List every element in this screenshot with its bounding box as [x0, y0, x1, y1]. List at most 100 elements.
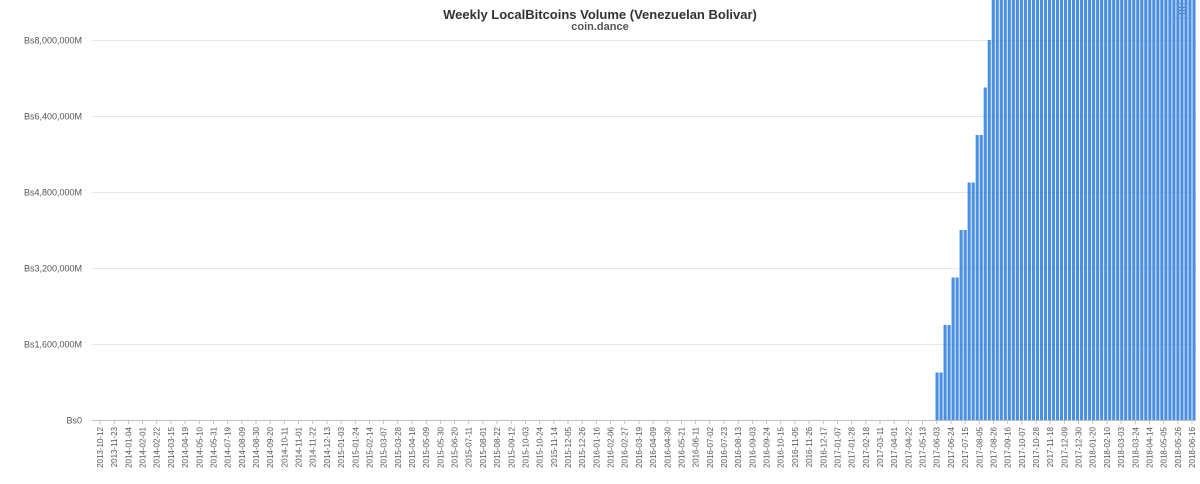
- x-tick-label: 2015-01-03: [337, 426, 346, 467]
- chart-bar[interactable]: [1188, 0, 1192, 420]
- chart-bar[interactable]: [1132, 0, 1136, 420]
- chart-bar[interactable]: [971, 182, 975, 421]
- chart-bar[interactable]: [1172, 0, 1176, 420]
- x-tick-label: 2014-09-20: [266, 426, 275, 467]
- x-tick-label: 2015-07-11: [465, 426, 474, 467]
- chart-bar[interactable]: [1067, 0, 1072, 420]
- chart-bar[interactable]: [1039, 0, 1043, 420]
- x-tick-label: 2015-05-30: [436, 426, 445, 467]
- x-tick-label: 2014-12-13: [323, 426, 332, 467]
- chart-bar[interactable]: [1007, 0, 1011, 420]
- x-tick-label: 2017-06-24: [947, 426, 956, 467]
- chart-bar[interactable]: [1180, 0, 1184, 420]
- x-tick-label: 2017-03-11: [876, 426, 885, 467]
- chart-bar[interactable]: [1108, 0, 1112, 420]
- x-tick-label: 2017-09-16: [1004, 426, 1013, 467]
- x-tick-label: 2016-07-02: [706, 426, 715, 467]
- chart-bar[interactable]: [1019, 0, 1023, 420]
- y-tick-label: Bs1,600,000M: [24, 340, 82, 350]
- chart-bar[interactable]: [1076, 0, 1080, 420]
- chart-bar[interactable]: [1043, 0, 1048, 420]
- chart-bar[interactable]: [1023, 0, 1027, 420]
- chart-bar[interactable]: [951, 277, 955, 421]
- chart-bar[interactable]: [1192, 0, 1196, 420]
- x-tick-label: 2017-12-30: [1075, 426, 1084, 467]
- chart-bar[interactable]: [947, 325, 951, 420]
- chart-bar[interactable]: [1003, 0, 1007, 420]
- chart-bar[interactable]: [1128, 0, 1132, 420]
- chart-bar[interactable]: [1055, 0, 1060, 420]
- chart-bar[interactable]: [1011, 0, 1015, 420]
- chart-bar[interactable]: [1112, 0, 1116, 420]
- chart-bar[interactable]: [983, 87, 987, 421]
- chart-bar[interactable]: [1116, 0, 1120, 420]
- chart-bar[interactable]: [1015, 0, 1019, 420]
- chart-bar[interactable]: [1047, 0, 1052, 420]
- chart-bar[interactable]: [939, 372, 943, 421]
- chart-bar[interactable]: [1096, 0, 1100, 420]
- x-tick-label: 2018-01-20: [1089, 426, 1098, 467]
- chart-bar[interactable]: [1059, 0, 1064, 420]
- chart-bar[interactable]: [1063, 0, 1068, 420]
- chart-bar[interactable]: [1027, 0, 1031, 420]
- chart-bar[interactable]: [1031, 0, 1035, 420]
- chart-bar[interactable]: [959, 230, 963, 420]
- chart-bar[interactable]: [1088, 0, 1092, 420]
- x-tick-label: 2014-11-22: [309, 426, 318, 467]
- chart-bar[interactable]: [1136, 0, 1140, 420]
- x-tick-label: 2014-07-19: [224, 426, 233, 467]
- chart-bar[interactable]: [1140, 0, 1144, 420]
- chart-bar[interactable]: [1124, 0, 1128, 420]
- chart-bar[interactable]: [963, 230, 967, 420]
- chart-bar[interactable]: [1100, 0, 1104, 420]
- chart-bar[interactable]: [1080, 0, 1084, 420]
- chart-bar[interactable]: [1104, 0, 1108, 420]
- chart-bar[interactable]: [1168, 0, 1172, 420]
- x-tick-label: 2015-03-07: [380, 426, 389, 467]
- chart-bar[interactable]: [1184, 0, 1188, 420]
- y-tick-label: Bs0: [66, 416, 82, 426]
- chart-bar[interactable]: [1160, 0, 1164, 420]
- x-tick-label: 2015-12-05: [564, 426, 573, 467]
- chart-bar[interactable]: [1148, 0, 1152, 420]
- x-tick-label: 2015-10-24: [536, 426, 545, 467]
- x-tick-label: 2014-02-22: [153, 426, 162, 467]
- chart-bar[interactable]: [1164, 0, 1168, 420]
- chart-bar[interactable]: [991, 0, 995, 420]
- chart-bar[interactable]: [1152, 0, 1156, 420]
- chart-bar[interactable]: [1092, 0, 1096, 420]
- x-tick-label: 2017-05-13: [919, 426, 928, 467]
- x-tick-label: 2017-08-05: [975, 426, 984, 467]
- x-tick-label: 2017-11-18: [1046, 426, 1055, 467]
- x-tick-label: 2015-03-28: [394, 426, 403, 467]
- chart-bar[interactable]: [1144, 0, 1148, 420]
- chart-bar[interactable]: [975, 135, 979, 420]
- x-tick-label: 2016-02-27: [621, 426, 630, 467]
- chart-bar[interactable]: [967, 182, 971, 421]
- x-tick-label: 2016-06-11: [692, 426, 701, 467]
- chart-bar[interactable]: [999, 0, 1003, 420]
- x-tick-label: 2014-05-31: [210, 426, 219, 467]
- x-tick-label: 2016-09-24: [763, 426, 772, 467]
- chart-bar[interactable]: [1035, 0, 1039, 420]
- x-tick-label: 2014-08-30: [252, 426, 261, 467]
- x-tick-label: 2016-11-05: [791, 426, 800, 467]
- chart-bar[interactable]: [955, 277, 959, 421]
- chart-bar[interactable]: [995, 0, 999, 420]
- chart-bar[interactable]: [1120, 0, 1124, 420]
- y-tick-label: Bs4,800,000M: [24, 188, 82, 198]
- chart-bar[interactable]: [987, 40, 991, 420]
- chart-bar[interactable]: [1084, 0, 1088, 420]
- x-tick-label: 2018-05-26: [1174, 426, 1183, 467]
- chart-bar[interactable]: [979, 135, 983, 420]
- x-tick-label: 2018-06-16: [1188, 426, 1197, 467]
- x-tick-label: 2015-01-24: [351, 426, 360, 467]
- chart-bar[interactable]: [1071, 0, 1076, 420]
- chart-bar[interactable]: [935, 372, 939, 421]
- chart-bar[interactable]: [943, 325, 947, 420]
- chart-bar[interactable]: [1051, 0, 1056, 420]
- chart-bar[interactable]: [1176, 0, 1180, 420]
- chart-bar[interactable]: [1156, 0, 1160, 420]
- x-tick-label: 2017-01-07: [834, 426, 843, 467]
